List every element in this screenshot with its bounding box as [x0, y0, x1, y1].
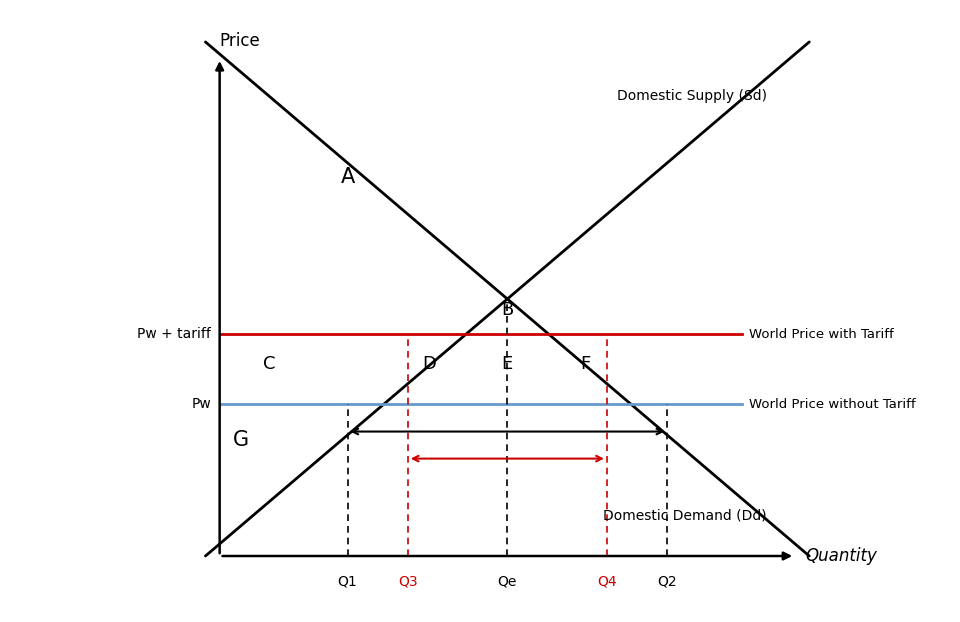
Text: C: C: [263, 355, 276, 373]
Text: B: B: [501, 301, 514, 319]
Text: World Price without Tariff: World Price without Tariff: [749, 398, 916, 411]
Text: Pw + tariff: Pw + tariff: [137, 327, 211, 341]
Text: World Price with Tariff: World Price with Tariff: [749, 328, 894, 341]
Text: Q4: Q4: [597, 575, 616, 589]
Text: D: D: [422, 355, 436, 373]
Text: Q2: Q2: [658, 575, 677, 589]
Text: F: F: [581, 355, 590, 373]
Text: Domestic Demand (Dd): Domestic Demand (Dd): [603, 508, 767, 522]
Text: Price: Price: [220, 32, 260, 50]
Text: Qe: Qe: [497, 575, 517, 589]
Text: A: A: [341, 167, 354, 187]
Text: Domestic Supply (Sd): Domestic Supply (Sd): [616, 89, 767, 103]
Text: Quantity: Quantity: [805, 547, 877, 565]
Text: E: E: [502, 355, 513, 373]
Text: Q3: Q3: [398, 575, 418, 589]
Text: Pw: Pw: [191, 397, 211, 412]
Text: Q1: Q1: [338, 575, 357, 589]
Text: G: G: [233, 430, 249, 450]
